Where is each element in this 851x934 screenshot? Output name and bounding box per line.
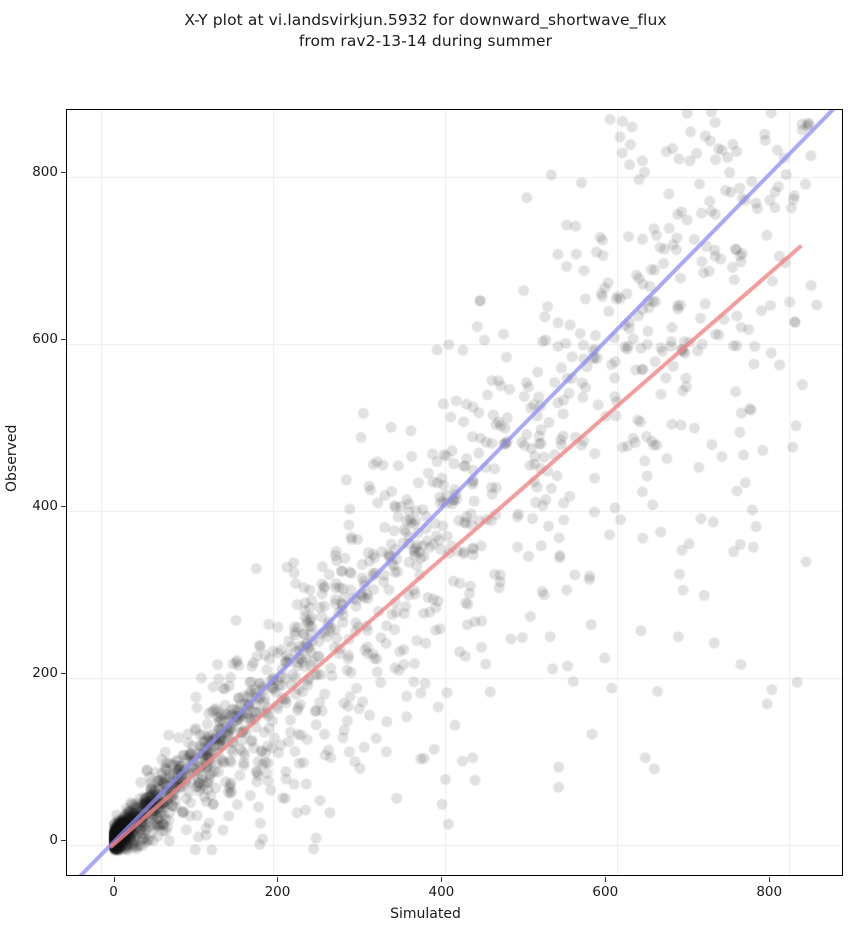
- y-axis-title: Observed: [4, 424, 20, 492]
- x-tick-mark: [769, 877, 771, 882]
- x-tick-label: 200: [264, 884, 291, 900]
- y-tick-mark: [61, 673, 66, 675]
- y-tick-mark: [61, 172, 66, 174]
- x-tick-label: 0: [109, 884, 118, 900]
- x-tick-label: 600: [592, 884, 619, 900]
- y-tick-mark: [61, 840, 66, 842]
- x-tick-mark: [277, 877, 279, 882]
- one-to-one-line: [78, 110, 836, 875]
- x-axis-title: Simulated: [390, 906, 461, 922]
- x-tick-label: 400: [428, 884, 455, 900]
- y-tick-label: 200: [32, 665, 58, 682]
- page-title: X-Y plot at vi.landsvirkjun.5932 for dow…: [184, 11, 667, 50]
- y-tick-mark: [61, 506, 66, 508]
- y-tick-mark: [61, 339, 66, 341]
- x-tick-mark: [441, 877, 443, 882]
- plot-panel: [66, 109, 843, 876]
- x-axis-tick-labels: 0 200 400 600 800: [0, 884, 851, 908]
- y-tick-label: 800: [32, 164, 58, 181]
- y-tick-label: 600: [32, 331, 58, 348]
- y-axis-tick-labels: 0 200 400 600 800: [0, 0, 58, 934]
- trend-lines: [78, 110, 836, 875]
- x-tick-label: 800: [756, 884, 783, 900]
- y-tick-label: 400: [32, 498, 58, 515]
- y-tick-label: 0: [49, 832, 58, 849]
- x-tick-mark: [605, 877, 607, 882]
- x-tick-mark: [113, 877, 115, 882]
- regression-line: [109, 244, 803, 849]
